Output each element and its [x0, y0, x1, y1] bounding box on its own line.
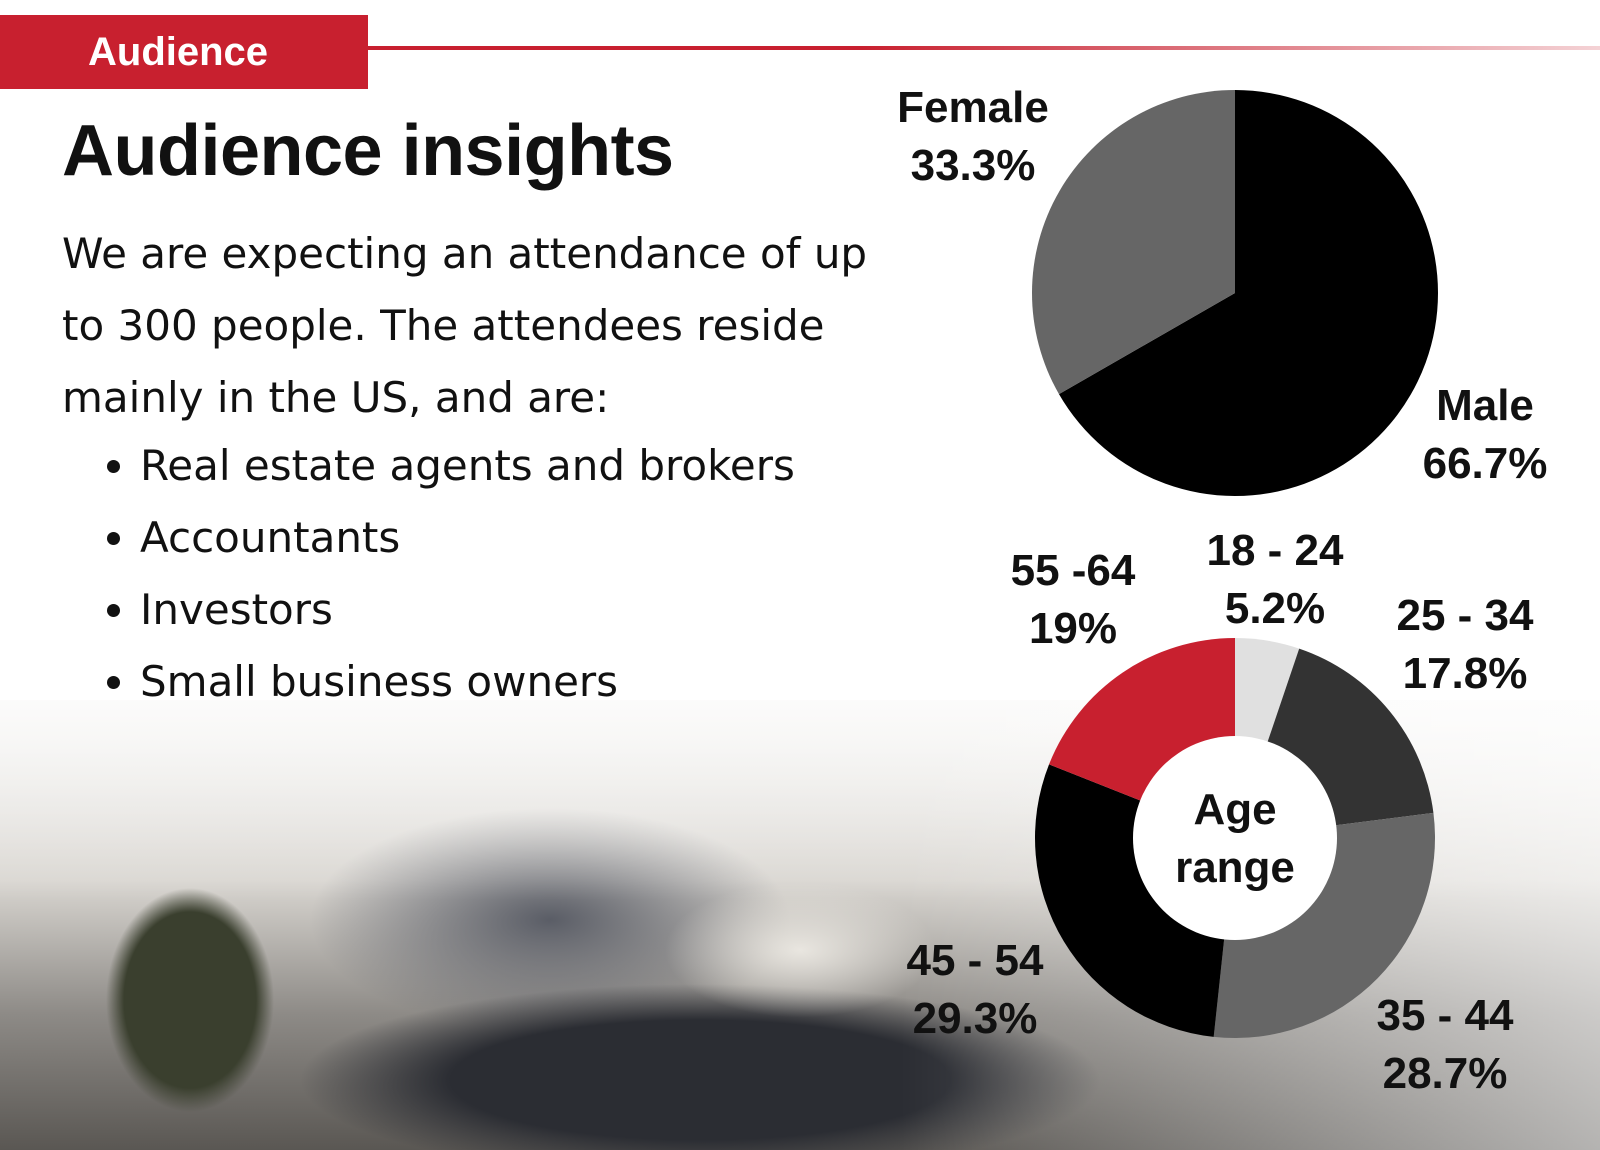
donut-label-1: 25 - 34 17.8% [1397, 591, 1535, 698]
donut-center-label: Age range [1175, 785, 1295, 892]
section-divider [368, 46, 1600, 50]
list-item: Accountants [140, 502, 795, 574]
audience-list: Real estate agents and brokers Accountan… [100, 430, 795, 718]
list-item: Investors [140, 574, 795, 646]
pie-label-male: Male 66.7% [1423, 381, 1548, 488]
pie-label-female: Female 33.3% [897, 83, 1049, 190]
section-tag: Audience [0, 15, 368, 89]
intro-text: We are expecting an attendance of up to … [62, 229, 868, 422]
gender-pie-chart: Male 66.7% Female 33.3% [897, 83, 1548, 497]
donut-label-0: 18 - 24 5.2% [1207, 526, 1345, 633]
age-donut-chart: Age range 18 - 24 5.2% 25 - 34 17.8% 35 - 44 28… [907, 526, 1535, 1098]
donut-label-2: 35 - 44 28.7% [1377, 991, 1515, 1098]
donut-label-3: 45 - 54 29.3% [907, 936, 1045, 1043]
page-title: Audience insights [62, 111, 674, 191]
donut-hole [1133, 736, 1337, 940]
pie-slice-male [1058, 90, 1439, 497]
list-item: Small business owners [140, 646, 795, 718]
pie-slice-female [1032, 90, 1235, 395]
donut-label-4: 55 -64 19% [1011, 546, 1136, 653]
list-item: Real estate agents and brokers [140, 430, 795, 502]
